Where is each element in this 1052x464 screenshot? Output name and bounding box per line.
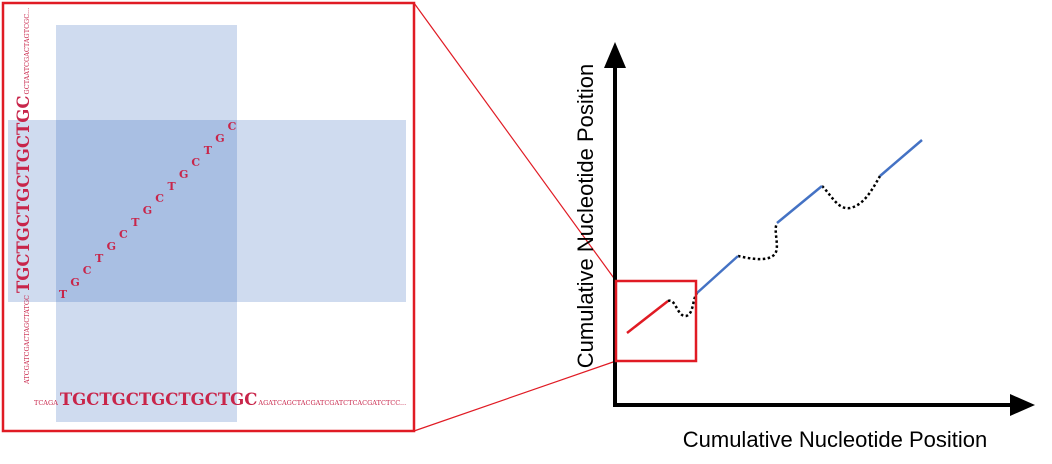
x-sequence: TCAGA TGCTGCTGCTGCTGCAGATCAGCTACGATCGATCT… bbox=[34, 390, 406, 409]
x-axis-label: Cumulative Nucleotide Position bbox=[683, 427, 988, 452]
diagonal-letter: C bbox=[155, 192, 164, 205]
diagonal-letter: G bbox=[179, 168, 188, 181]
y-sequence: ATCGATCGACTAGCTATGC TGCTGCTGCTGCTGCGCTAAT… bbox=[14, 8, 33, 385]
connector-line-bottom bbox=[413, 360, 617, 432]
highlighted-match-segment bbox=[626, 300, 669, 334]
diagonal-letter: T bbox=[131, 216, 140, 229]
diagonal-match-letters: TGCTGCTGCTGCTGC bbox=[59, 120, 237, 301]
diagonal-letter: T bbox=[95, 252, 104, 265]
diagonal-letter: G bbox=[107, 240, 116, 253]
match-segment-2 bbox=[776, 185, 823, 224]
x-sequence-suffix: AGATCAGCTACGATCGATCTCACGATCTCC... bbox=[257, 399, 406, 407]
diagonal-letter: G bbox=[215, 132, 224, 145]
zoom-panel-border bbox=[1, 1, 416, 433]
y-axis-label: Cumulative Nucleotide Position bbox=[573, 64, 598, 369]
gap-curve-2 bbox=[737, 222, 779, 261]
diagonal-letter: G bbox=[70, 276, 79, 289]
x-sequence-repeat: TGCTGCTGCTGCTGC bbox=[60, 390, 258, 409]
diagonal-letter: C bbox=[83, 264, 92, 277]
y-axis-arrowhead bbox=[604, 42, 626, 68]
x-axis-arrowhead bbox=[1010, 394, 1035, 416]
match-segment-1 bbox=[696, 255, 739, 294]
zoom-region-box bbox=[614, 279, 698, 363]
diagonal-letter: T bbox=[168, 180, 177, 193]
gap-curve-1 bbox=[667, 292, 699, 318]
overlap-band bbox=[56, 120, 237, 302]
match-segment-3 bbox=[879, 139, 923, 177]
connector-line-top bbox=[413, 2, 617, 282]
diagonal-letter: T bbox=[204, 144, 213, 157]
diagonal-letter: C bbox=[228, 120, 237, 133]
diagonal-letter: G bbox=[143, 204, 152, 217]
gap-curve-3 bbox=[821, 175, 882, 210]
diagonal-letter: C bbox=[191, 156, 200, 169]
y-sequence-repeat: TGCTGCTGCTGCTGC bbox=[14, 95, 33, 293]
y-sequence-prefix: ATCGATCGACTAGCTATGC bbox=[23, 295, 31, 385]
x-sequence-prefix: TCAGA bbox=[34, 399, 58, 407]
diagonal-letter: T bbox=[59, 288, 68, 301]
y-sequence-suffix: GCTAATCGACTAGTCGC... bbox=[23, 8, 31, 95]
diagonal-letter: C bbox=[119, 228, 128, 241]
